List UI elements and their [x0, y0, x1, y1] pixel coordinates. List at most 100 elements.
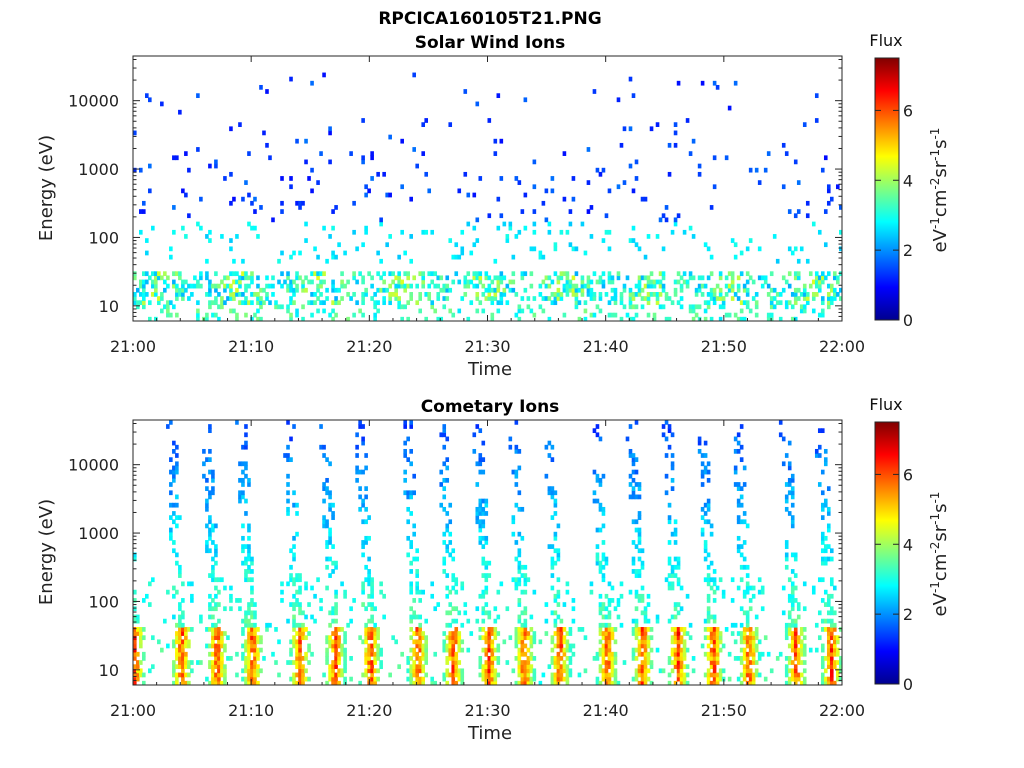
heatmap-cell: [658, 283, 663, 289]
heatmap-cell: [520, 275, 525, 281]
heatmap-cell: [142, 598, 146, 603]
heatmap-cell: [607, 312, 612, 318]
heatmap-cell: [721, 643, 726, 649]
x-tick-label: 21:00: [110, 337, 156, 356]
heatmap-cell: [250, 316, 254, 321]
heatmap-cell: [682, 627, 687, 632]
heatmap-cell: [664, 296, 669, 301]
heatmap-cell: [784, 498, 789, 504]
heatmap-cell: [676, 676, 681, 682]
heatmap-cell: [679, 287, 684, 293]
heatmap-cell: [520, 296, 525, 301]
heatmap-cell: [712, 672, 717, 678]
heatmap-cell: [742, 672, 747, 678]
heatmap-cell: [682, 651, 687, 657]
heatmap-cell: [229, 271, 233, 277]
heatmap-cell: [787, 593, 792, 599]
heatmap-cell: [481, 589, 486, 595]
heatmap-cell: [640, 660, 645, 665]
heatmap-cell: [703, 544, 708, 549]
heatmap-cell: [175, 312, 179, 318]
heatmap-cell: [790, 316, 795, 321]
heatmap-cell: [499, 138, 504, 144]
heatmap-cell: [208, 287, 212, 293]
heatmap-cell: [241, 668, 245, 674]
heatmap-cell: [406, 300, 410, 306]
heatmap-cell: [322, 271, 326, 277]
heatmap-cell: [430, 581, 435, 587]
y-tick-label: 10: [99, 661, 119, 680]
heatmap-cell: [745, 246, 750, 252]
heatmap-cell: [631, 656, 636, 661]
heatmap-cell: [796, 258, 801, 264]
heatmap-cell: [586, 287, 591, 293]
heatmap-cell: [352, 275, 356, 281]
heatmap-cell: [754, 631, 759, 636]
heatmap-cell: [406, 457, 410, 463]
heatmap-cell: [757, 639, 762, 645]
heatmap-cell: [448, 635, 453, 641]
heatmap-cell: [655, 618, 660, 624]
heatmap-cell: [676, 672, 681, 678]
heatmap-cell: [475, 217, 480, 223]
heatmap-cell: [487, 614, 492, 620]
heatmap-cell: [793, 300, 798, 306]
heatmap-cell: [331, 560, 335, 566]
heatmap-cell: [184, 151, 188, 156]
heatmap-cell: [388, 192, 392, 198]
heatmap-cell: [787, 440, 792, 446]
colorbar-tick-label: 0: [903, 675, 913, 694]
heatmap-cell: [655, 296, 660, 301]
heatmap-cell: [778, 300, 783, 306]
heatmap-cell: [145, 271, 149, 277]
heatmap-cell: [829, 300, 834, 306]
x-tick-label: 21:40: [583, 337, 629, 356]
heatmap-cell: [415, 283, 419, 289]
heatmap-cell: [700, 506, 705, 512]
heatmap-cell: [634, 647, 639, 653]
heatmap-cell: [331, 279, 335, 285]
heatmap-cell: [745, 287, 750, 293]
heatmap-cell: [775, 258, 780, 264]
heatmap-cell: [409, 581, 413, 587]
heatmap-cell: [412, 275, 416, 281]
heatmap-cell: [556, 651, 561, 657]
x-tick-label: 21:50: [701, 337, 747, 356]
heatmap-cell: [607, 602, 612, 607]
heatmap-cell: [484, 635, 489, 641]
heatmap-cell: [319, 424, 323, 429]
heatmap-cell: [637, 647, 642, 653]
heatmap-cell: [211, 627, 215, 632]
heatmap-cell: [760, 585, 765, 591]
heatmap-cell: [247, 300, 251, 306]
heatmap-cell: [442, 477, 447, 483]
heatmap-cell: [547, 316, 552, 321]
heatmap-cell: [439, 287, 444, 293]
heatmap-cell: [646, 296, 651, 301]
heatmap-cell: [190, 283, 194, 289]
heatmap-cell: [433, 651, 438, 657]
heatmap-cell: [595, 544, 600, 549]
heatmap-cell: [781, 610, 786, 616]
heatmap-cell: [592, 89, 597, 94]
heatmap-cell: [631, 647, 636, 653]
heatmap-cell: [181, 292, 185, 297]
heatmap-cell: [139, 209, 143, 214]
heatmap-cell: [328, 494, 332, 500]
heatmap-cell: [487, 610, 492, 616]
heatmap-cell: [613, 656, 618, 661]
heatmap-cell: [340, 627, 344, 632]
heatmap-cell: [319, 444, 323, 450]
heatmap-cell: [394, 283, 398, 289]
heatmap-cell: [532, 589, 537, 595]
heatmap-cell: [253, 196, 257, 202]
heatmap-cell: [784, 627, 789, 632]
heatmap-cell: [478, 527, 483, 533]
heatmap-cell: [286, 482, 290, 487]
heatmap-cell: [625, 436, 630, 442]
heatmap-cell: [478, 428, 483, 434]
heatmap-cell: [421, 283, 426, 289]
heatmap-cell: [679, 647, 684, 653]
heatmap-cell: [487, 283, 492, 289]
heatmap-cell: [256, 680, 260, 685]
